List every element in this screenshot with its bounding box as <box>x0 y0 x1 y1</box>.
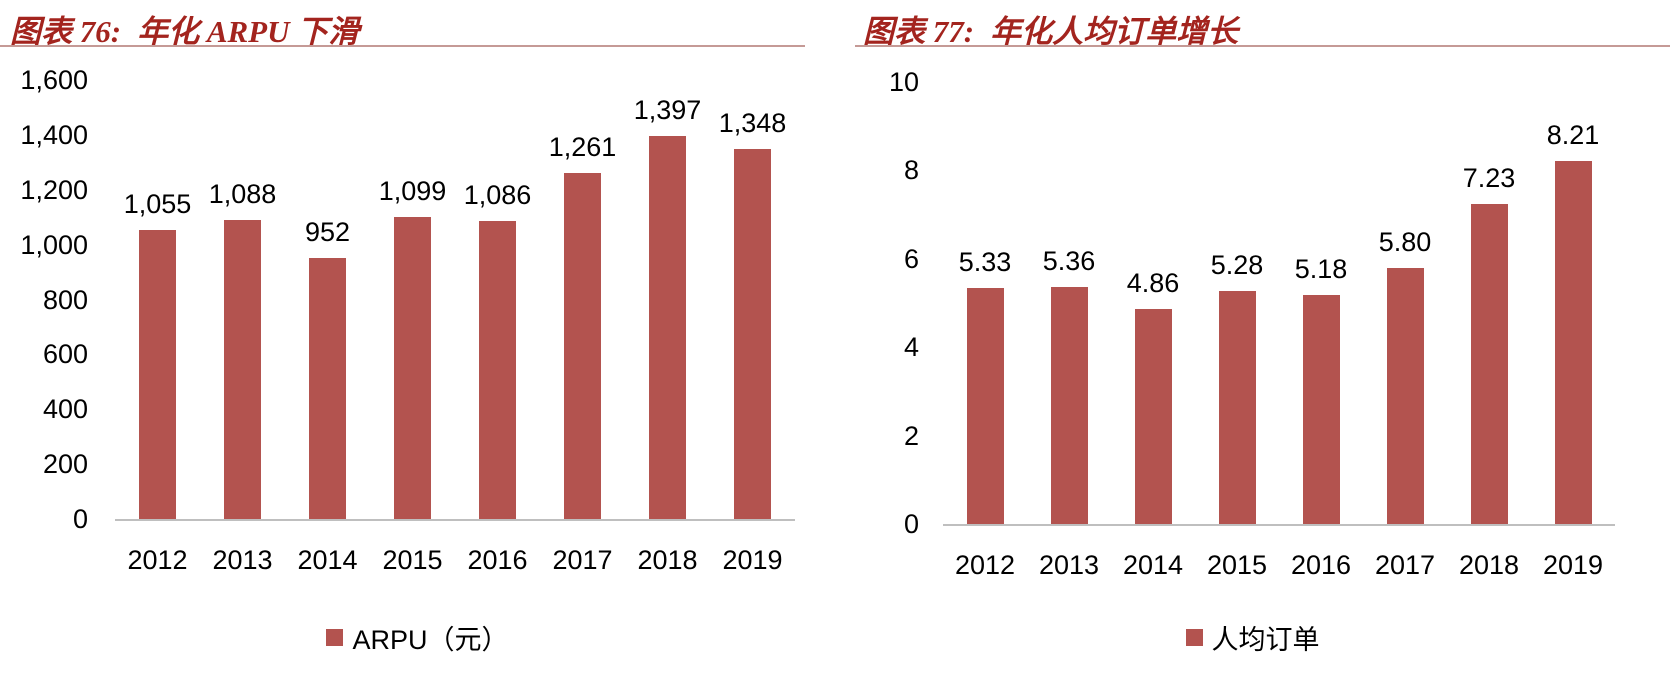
bar-value-label: 1,055 <box>123 188 192 219</box>
bar-2014 <box>309 257 346 519</box>
bar-2016 <box>479 221 516 519</box>
y-tick-label: 10 <box>888 67 919 97</box>
x-tick-label: 2016 <box>1290 550 1352 580</box>
bar-value-label: 8.21 <box>1546 120 1600 151</box>
bar-2018 <box>1470 204 1508 524</box>
bar-value-label: 1,348 <box>718 108 787 139</box>
y-tick-label: 1,000 <box>20 229 88 260</box>
y-tick-label: 6 <box>903 243 919 274</box>
bar-2017 <box>1386 267 1424 524</box>
chart-title-orders: 图表 77: 年化人均订单增长 <box>863 6 1238 51</box>
x-axis-line <box>943 524 1615 526</box>
x-tick-label: 2017 <box>552 545 613 575</box>
x-tick-label: 2012 <box>127 545 188 575</box>
bar-2015 <box>394 217 431 519</box>
legend-swatch <box>326 629 344 646</box>
x-tick-label: 2012 <box>954 550 1016 580</box>
x-tick-label: 2019 <box>1542 550 1604 580</box>
x-tick-label: 2018 <box>1458 550 1520 580</box>
chart-title-arpu: 图表 76: 年化 ARPU 下滑 <box>10 6 359 51</box>
y-tick-label: 2 <box>903 420 919 451</box>
y-tick-label: 4 <box>903 332 919 363</box>
bar-value-label: 952 <box>304 216 351 247</box>
y-tick-label: 1,400 <box>20 119 88 150</box>
y-tick-label: 1,200 <box>20 174 88 205</box>
y-tick-label: 8 <box>903 155 919 186</box>
figure-title: 年化 ARPU 下滑 <box>137 14 360 49</box>
x-tick-label: 2016 <box>467 545 528 575</box>
x-tick-label: 2014 <box>1122 550 1184 580</box>
title-underline <box>0 45 805 47</box>
y-tick-label: 0 <box>72 504 88 534</box>
figure-label: 图表 77: <box>863 14 975 49</box>
x-tick-label: 2015 <box>382 545 443 575</box>
bar-value-label: 1,397 <box>633 94 702 125</box>
bar-value-label: 7.23 <box>1462 163 1516 194</box>
bar-value-label: 1,086 <box>463 180 532 211</box>
x-tick-label: 2018 <box>637 545 698 575</box>
x-axis-line <box>115 519 795 521</box>
chart-legend-arpu: ARPU（元） <box>0 618 835 657</box>
x-tick-label: 2013 <box>212 545 273 575</box>
y-tick-label: 400 <box>42 394 88 425</box>
bar-value-label: 4.86 <box>1126 268 1180 299</box>
bar-2016 <box>1302 295 1340 524</box>
y-tick-label: 0 <box>903 509 919 539</box>
chart-panel-arpu: 图表 76: 年化 ARPU 下滑 0 200 400 600 800 1,000 1,200… <box>0 0 835 657</box>
bar-2014 <box>1134 309 1172 524</box>
x-tick-label: 2019 <box>722 545 783 575</box>
x-tick-label: 2014 <box>297 545 358 575</box>
y-tick-label: 600 <box>42 339 88 370</box>
bar-2012 <box>966 288 1004 524</box>
bar-2018 <box>649 135 686 519</box>
y-tick-label: 1,600 <box>20 65 88 95</box>
bar-value-label: 5.36 <box>1042 246 1096 277</box>
bar-value-label: 5.33 <box>958 247 1012 278</box>
bar-value-label: 5.80 <box>1378 226 1432 257</box>
bar-2019 <box>1554 161 1592 524</box>
figure-label: 图表 76: <box>10 14 122 49</box>
bar-value-label: 1,099 <box>378 176 447 207</box>
bar-2017 <box>564 173 601 519</box>
bar-2019 <box>734 149 771 519</box>
bar-chart-arpu: 0 200 400 600 800 1,000 1,200 1,400 1,600 1,055 20… <box>0 0 835 610</box>
title-underline <box>855 45 1670 47</box>
bar-2012 <box>139 229 176 519</box>
figure-title: 年化人均订单增长 <box>990 14 1239 49</box>
legend-label: 人均订单 <box>1211 625 1320 655</box>
y-tick-label: 800 <box>42 284 88 315</box>
bar-value-label: 5.18 <box>1294 254 1348 285</box>
x-tick-label: 2013 <box>1038 550 1100 580</box>
bar-value-label: 5.28 <box>1210 249 1264 280</box>
x-tick-label: 2017 <box>1374 550 1436 580</box>
bar-2013 <box>224 220 261 519</box>
bar-2015 <box>1218 290 1256 524</box>
bar-2013 <box>1050 287 1088 524</box>
bar-value-label: 1,261 <box>548 132 617 162</box>
chart-legend-orders: 人均订单 <box>835 618 1670 657</box>
bar-value-label: 1,088 <box>208 179 277 210</box>
legend-swatch <box>1185 629 1203 646</box>
y-tick-label: 200 <box>42 449 88 480</box>
legend-label: ARPU（元） <box>352 625 509 655</box>
bar-chart-orders: 0 2 4 6 8 10 5.33 2012 5.36 2013 4.86 2014 5.28 2015 5… <box>835 0 1670 610</box>
chart-panel-orders: 图表 77: 年化人均订单增长 0 2 4 6 8 10 5.33 2012 5.36 2013 4.… <box>835 0 1670 674</box>
x-tick-label: 2015 <box>1206 550 1268 580</box>
